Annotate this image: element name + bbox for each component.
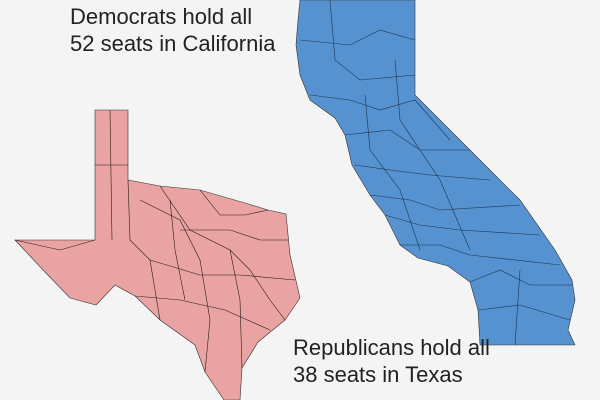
texas-district-lines (14, 109, 296, 373)
texas-caption-line1: Republicans hold all (293, 335, 490, 360)
california-district-lines (299, 0, 572, 346)
california-map (295, 0, 576, 346)
california-caption: Democrats hold all 52 seats in Californi… (70, 3, 275, 57)
texas-caption: Republicans hold all 38 seats in Texas (293, 334, 490, 388)
california-state-shape (295, 0, 576, 346)
california-caption-line1: Democrats hold all (70, 4, 253, 29)
california-caption-line2: 52 seats in California (70, 31, 276, 56)
texas-map (14, 109, 301, 400)
texas-caption-line2: 38 seats in Texas (293, 362, 463, 387)
texas-state-shape (14, 109, 301, 400)
